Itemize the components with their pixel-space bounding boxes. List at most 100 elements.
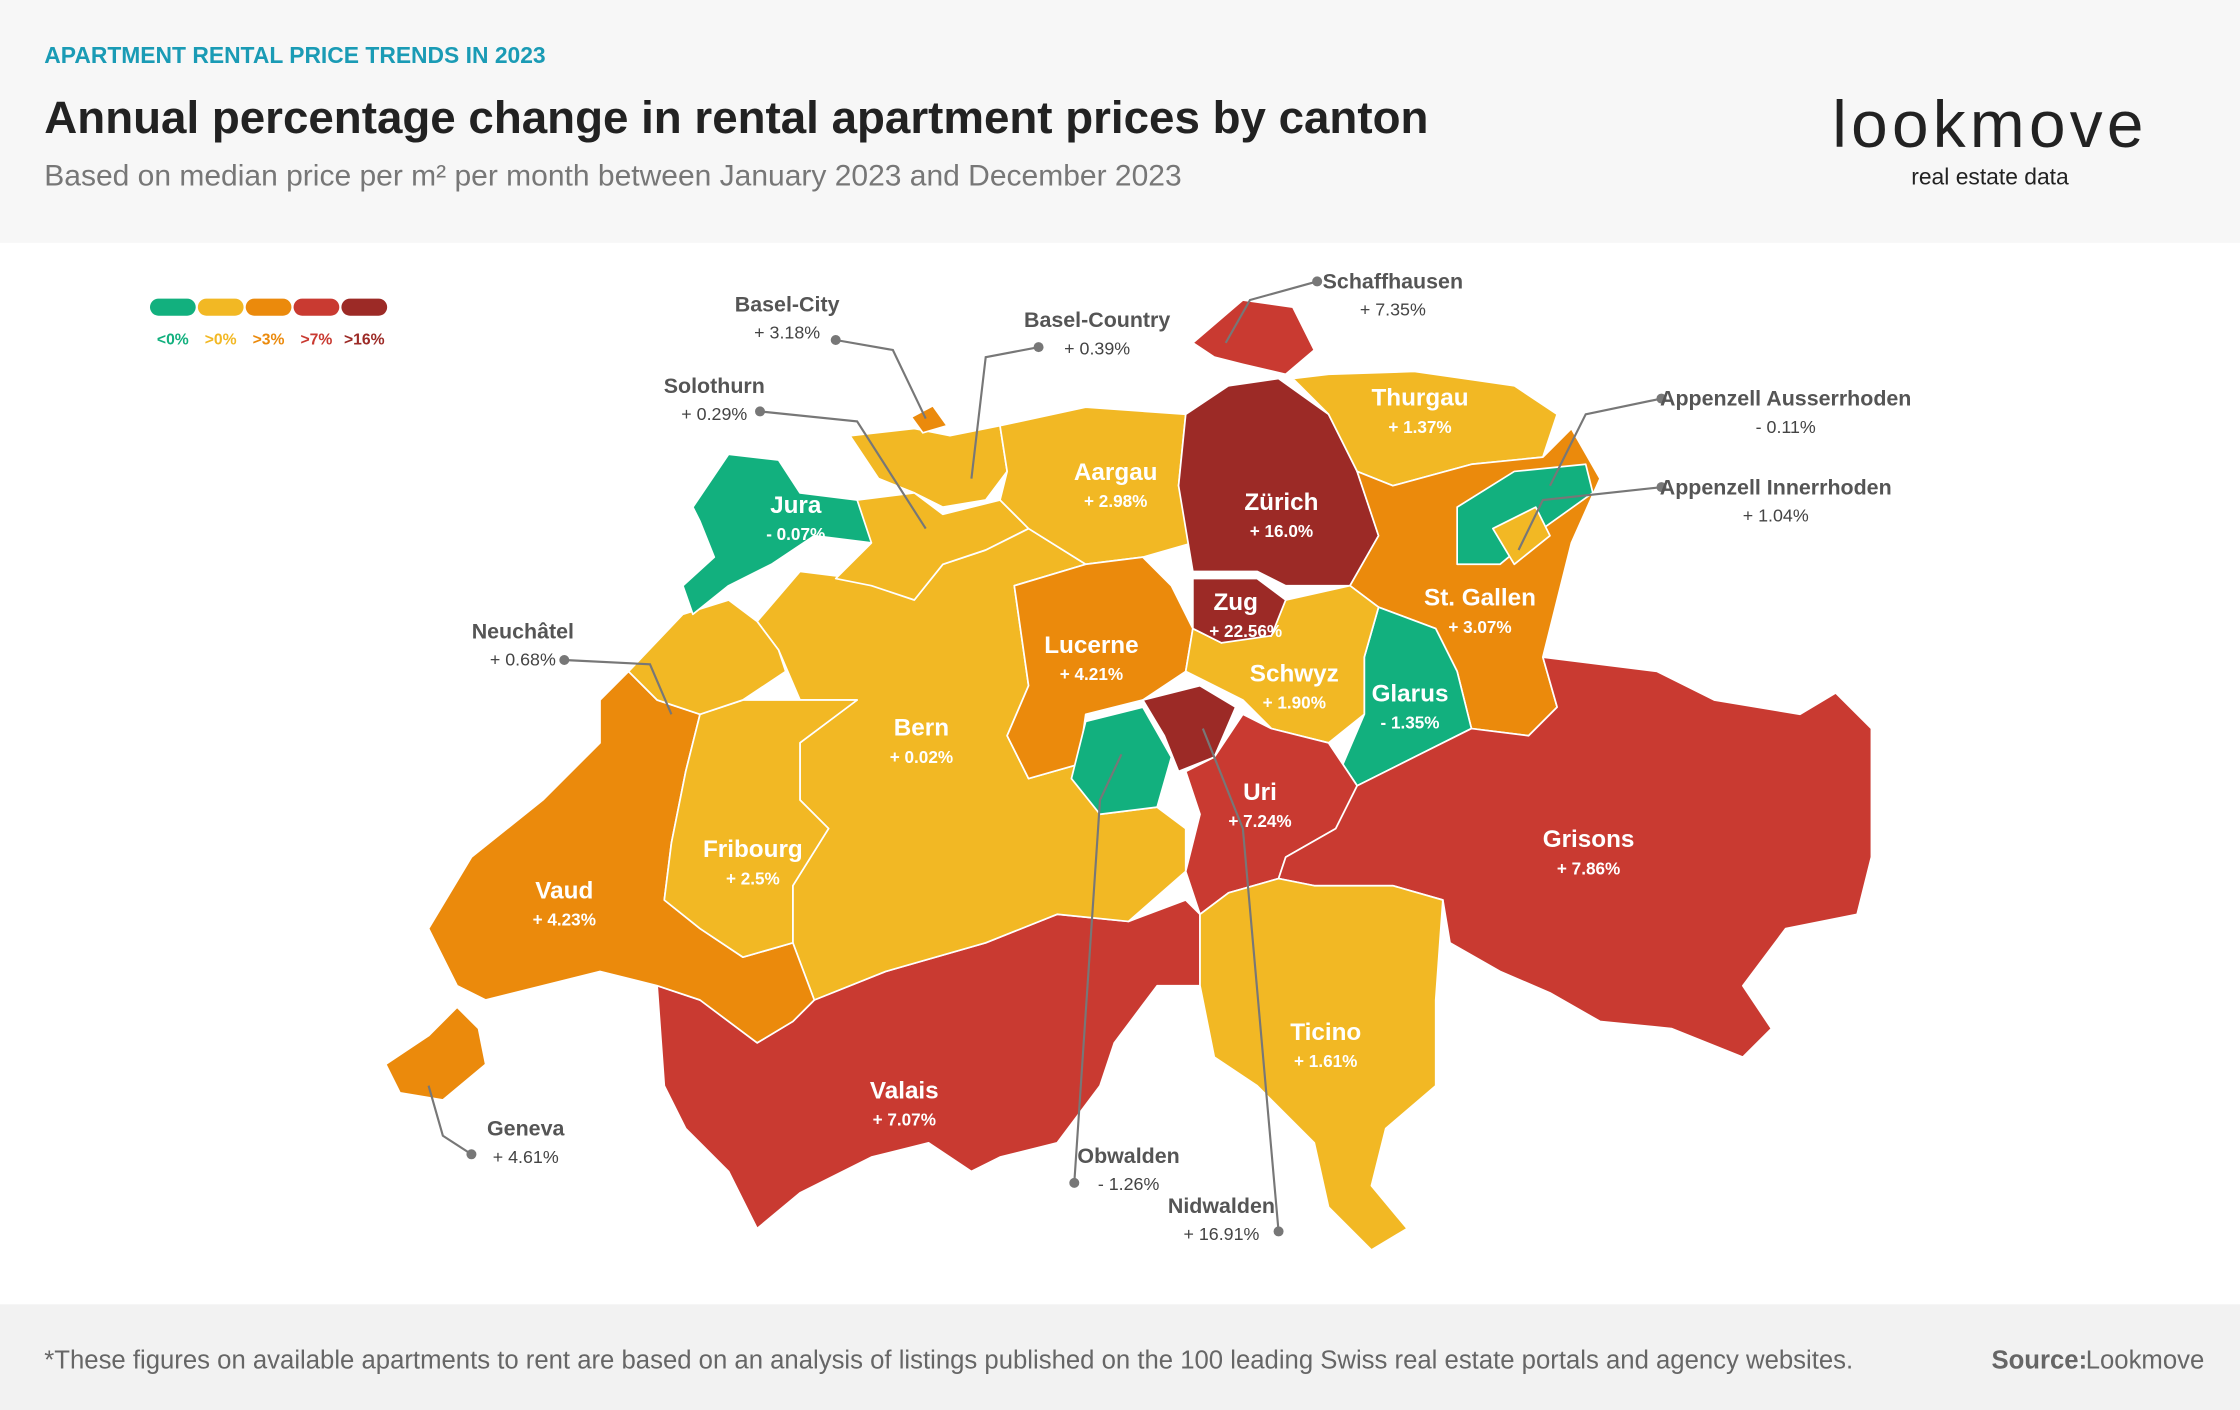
canton-value: + 7.86% — [1557, 858, 1620, 878]
callout-line — [1549, 397, 1662, 487]
source-label: Source: — [1991, 1347, 2087, 1375]
footnote: *These figures on available apartments t… — [44, 1347, 1853, 1375]
canton — [663, 699, 858, 958]
subtitle: Based on median price per m² per month b… — [44, 160, 1181, 193]
callout-line — [1517, 486, 1662, 551]
canton-value: - 0.07% — [766, 524, 825, 544]
canton-name: St. Gallen — [1424, 585, 1536, 612]
callout-line — [1201, 728, 1280, 1232]
canton-value: + 4.23% — [533, 910, 596, 930]
callout-line — [1073, 753, 1123, 1183]
canton-name: Geneva — [487, 1117, 565, 1141]
canton-value: + 1.37% — [1388, 417, 1451, 437]
canton-name: Basel-Country — [1024, 308, 1170, 332]
canton-value: - 0.11% — [1756, 417, 1816, 437]
canton — [384, 1006, 487, 1101]
canton-value: + 0.29% — [681, 404, 747, 424]
callout-dot — [830, 335, 841, 345]
canton-value: + 1.90% — [1263, 693, 1326, 713]
callout-dot — [1312, 276, 1323, 287]
canton-name: Ticino — [1290, 1019, 1361, 1046]
canton-name: Valais — [870, 1078, 939, 1105]
canton-name: Grisons — [1543, 826, 1635, 853]
canton-name: Solothurn — [664, 374, 765, 398]
canton-name: Fribourg — [703, 836, 803, 863]
kicker: APARTMENT RENTAL PRICE TRENDS IN 2023 — [44, 42, 545, 68]
legend-label: >0% — [205, 331, 237, 348]
canton-name: Schaffhausen — [1323, 270, 1463, 294]
canton-name: Thurgau — [1371, 385, 1468, 412]
canton-name: Obwalden — [1077, 1144, 1179, 1168]
canton-value: + 7.35% — [1360, 300, 1426, 320]
source: Lookmove — [2086, 1347, 2205, 1375]
canton — [1492, 506, 1551, 566]
canton-name: Schwyz — [1250, 660, 1339, 687]
callout-line — [970, 346, 1039, 479]
legend-swatch — [293, 298, 340, 316]
legend-swatch — [341, 298, 388, 316]
canton-value: + 1.61% — [1294, 1051, 1357, 1071]
canton-value: + 0.39% — [1064, 338, 1130, 358]
map: Jura - 0.07% Basel-City + 3.18% Basel-Countr… — [384, 270, 1911, 1251]
callout-dot — [755, 406, 765, 417]
canton-value: + 16.91% — [1183, 1224, 1259, 1244]
canton — [1192, 577, 1287, 644]
canton-value: + 3.07% — [1448, 617, 1511, 637]
callout-dot — [1656, 482, 1667, 493]
callout-dot — [1273, 1226, 1284, 1237]
canton-name: Zürich — [1244, 489, 1318, 516]
callout-dot — [466, 1149, 477, 1160]
canton-value: + 3.18% — [754, 323, 820, 343]
canton — [849, 424, 1008, 508]
canton-name: Nidwalden — [1168, 1194, 1275, 1218]
canton-value: + 7.24% — [1228, 811, 1291, 831]
canton-value: + 4.61% — [493, 1147, 559, 1167]
title: Annual percentage change in rental apart… — [44, 92, 1428, 143]
legend-label: <0% — [157, 331, 189, 348]
canton-name: Bern — [894, 715, 949, 742]
canton — [910, 404, 948, 434]
callout-line — [835, 338, 927, 420]
logo-tagline: real estate data — [1911, 163, 2069, 189]
canton — [1192, 299, 1316, 376]
canton-name: Basel-City — [735, 292, 840, 316]
canton — [682, 453, 901, 616]
canton-value: + 22.56% — [1209, 621, 1282, 641]
canton-value: + 1.04% — [1743, 505, 1809, 525]
legend-swatch — [150, 298, 196, 316]
canton-name: Lucerne — [1044, 632, 1138, 659]
canton-value: + 2.5% — [726, 868, 780, 888]
callout-line — [759, 410, 927, 530]
canton-value: + 2.98% — [1084, 491, 1147, 511]
legend-swatch — [197, 298, 244, 316]
canton-value: - 1.26% — [1098, 1174, 1160, 1194]
callout-dot — [1069, 1177, 1080, 1188]
logo: lookmove — [1832, 88, 2147, 161]
callout-line — [564, 658, 673, 715]
footer-background — [0, 1304, 2240, 1410]
canton-value: + 4.21% — [1060, 664, 1123, 684]
canton-name: Appenzell Ausserrhoden — [1660, 387, 1911, 411]
legend-label: >16% — [344, 331, 385, 348]
callout-dot — [559, 655, 570, 665]
canton-value: + 0.02% — [890, 747, 953, 767]
canton — [1070, 706, 1173, 816]
canton-value: + 7.07% — [873, 1110, 936, 1130]
callout-dot — [1033, 342, 1044, 353]
canton-name: Zug — [1213, 589, 1257, 616]
canton-name: Vaud — [535, 878, 593, 905]
callout-line — [1224, 280, 1318, 344]
canton — [834, 492, 1030, 601]
canton-value: + 0.68% — [490, 650, 556, 670]
canton-name: Aargau — [1074, 459, 1158, 486]
legend-label: >3% — [253, 331, 285, 348]
canton-name: Glarus — [1372, 680, 1449, 707]
canton-name: Uri — [1243, 779, 1277, 806]
canton-name: Appenzell Innerrhoden — [1660, 475, 1892, 499]
canton — [627, 599, 787, 716]
header-background — [0, 0, 2240, 243]
canton-value: - 1.35% — [1380, 713, 1439, 733]
legend-swatch — [245, 298, 292, 316]
